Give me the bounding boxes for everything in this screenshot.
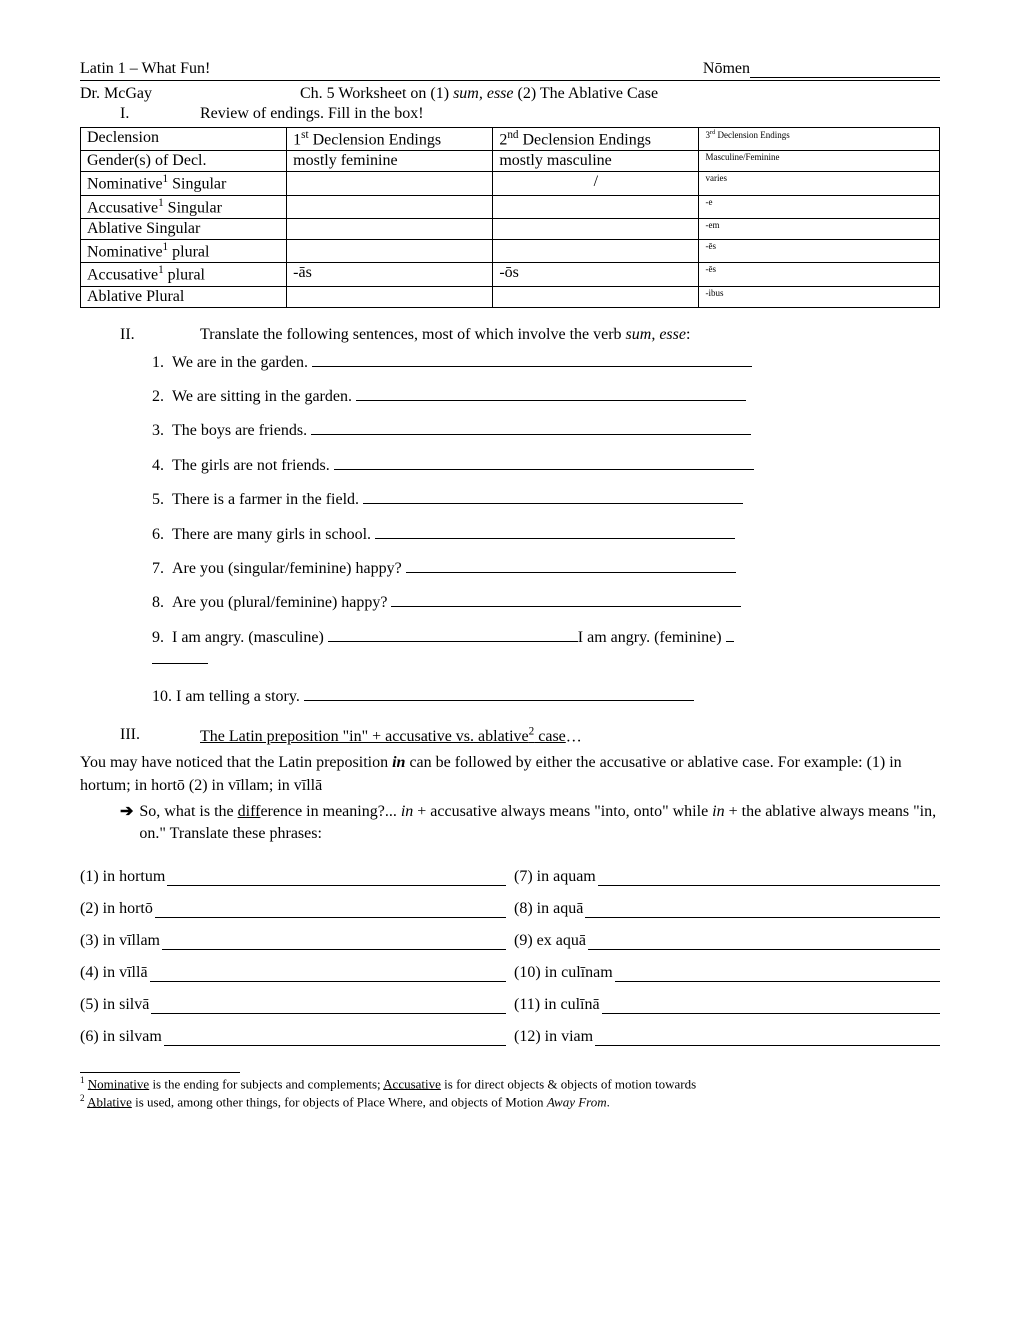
phrase-item: (7) in aquam [514, 868, 940, 886]
phrase-item: (6) in silvam [80, 1028, 506, 1046]
list-item: 3. The boys are friends. [152, 418, 940, 442]
answer-blank[interactable] [363, 487, 743, 504]
answer-blank[interactable] [151, 997, 506, 1014]
table-header-row: Declension 1st Declension Endings 2nd De… [81, 128, 940, 151]
phrase-item: (9) ex aquā [514, 932, 940, 950]
header: Latin 1 – What Fun! Nōmen [80, 60, 940, 78]
table-row: Ablative Singular-em [81, 218, 940, 239]
answer-blank[interactable] [726, 625, 734, 642]
answer-blank[interactable] [615, 965, 940, 982]
declension-table: Declension 1st Declension Endings 2nd De… [80, 127, 940, 308]
table-row: Nominative1 plural-ēs [81, 239, 940, 262]
answer-blank[interactable] [585, 901, 940, 918]
answer-blank[interactable] [164, 1029, 506, 1046]
worksheet-title: Dr. McGay Ch. 5 Worksheet on (1) sum, es… [80, 85, 940, 103]
answer-blank[interactable] [598, 869, 940, 886]
list-item: 8. Are you (plural/feminine) happy? [152, 590, 940, 614]
answer-blank[interactable] [167, 869, 506, 886]
section-1-heading: I. Review of endings. Fill in the box! [80, 105, 940, 123]
section-3-explanation: ➔ So, what is the difference in meaning?… [80, 801, 940, 846]
translation-list: 1. We are in the garden. 2. We are sitti… [80, 350, 940, 708]
answer-blank[interactable] [304, 684, 694, 701]
phrase-item: (4) in vīllā [80, 964, 506, 982]
table-row: Accusative1 plural-ās-ōs-ēs [81, 263, 940, 286]
answer-blank[interactable] [391, 590, 741, 607]
answer-blank[interactable] [375, 522, 735, 539]
footnote-1: 1 Nominative is the ending for subjects … [80, 1075, 940, 1093]
phrase-item: (3) in vīllam [80, 932, 506, 950]
answer-blank[interactable] [406, 556, 736, 573]
answer-blank[interactable] [150, 965, 506, 982]
phrase-item: (5) in silvā [80, 996, 506, 1014]
answer-blank[interactable] [356, 384, 746, 401]
divider [80, 80, 940, 81]
answer-blank[interactable] [588, 933, 940, 950]
table-row: Gender(s) of Decl.mostly femininemostly … [81, 151, 940, 172]
arrow-icon: ➔ [120, 801, 133, 846]
answer-blank[interactable] [328, 625, 578, 642]
footnote-separator [80, 1072, 240, 1073]
nomen-field: Nōmen [703, 60, 940, 78]
nomen-blank[interactable] [750, 77, 940, 78]
phrase-item: (12) in viam [514, 1028, 940, 1046]
section-2-heading: II. Translate the following sentences, m… [80, 326, 940, 344]
phrase-translation-grid: (1) in hortum (7) in aquam (2) in hortō (… [80, 868, 940, 1046]
list-item: 4. The girls are not friends. [152, 453, 940, 477]
phrase-item: (2) in hortō [80, 900, 506, 918]
list-item: 2. We are sitting in the garden. [152, 384, 940, 408]
list-item: 10. I am telling a story. [152, 684, 940, 708]
list-item: 9. I am angry. (masculine) I am angry. (… [152, 625, 940, 672]
answer-blank[interactable] [155, 901, 506, 918]
phrase-item: (11) in culīnā [514, 996, 940, 1014]
course-title: Latin 1 – What Fun! [80, 60, 210, 78]
answer-blank[interactable] [602, 997, 940, 1014]
list-item: 5. There is a farmer in the field. [152, 487, 940, 511]
answer-blank[interactable] [312, 350, 752, 367]
phrase-item: (10) in culīnam [514, 964, 940, 982]
answer-blank[interactable] [311, 418, 751, 435]
chapter-title: Ch. 5 Worksheet on (1) sum, esse (2) The… [300, 85, 940, 103]
teacher-name: Dr. McGay [80, 85, 300, 103]
table-row: Accusative1 Singular-e [81, 195, 940, 218]
list-item: 6. There are many girls in school. [152, 522, 940, 546]
list-item: 7. Are you (singular/feminine) happy? [152, 556, 940, 580]
answer-blank[interactable] [162, 933, 506, 950]
section-3-heading: III. The Latin preposition "in" + accusa… [80, 726, 940, 746]
answer-blank[interactable] [595, 1029, 940, 1046]
answer-blank[interactable] [152, 663, 208, 664]
phrase-item: (1) in hortum [80, 868, 506, 886]
answer-blank[interactable] [334, 453, 754, 470]
list-item: 1. We are in the garden. [152, 350, 940, 374]
footnote-2: 2 Ablative is used, among other things, … [80, 1093, 940, 1111]
table-row: Ablative Plural-ibus [81, 286, 940, 307]
section-3-intro: You may have noticed that the Latin prep… [80, 752, 940, 797]
phrase-item: (8) in aquā [514, 900, 940, 918]
table-row: Nominative1 Singular/varies [81, 172, 940, 195]
